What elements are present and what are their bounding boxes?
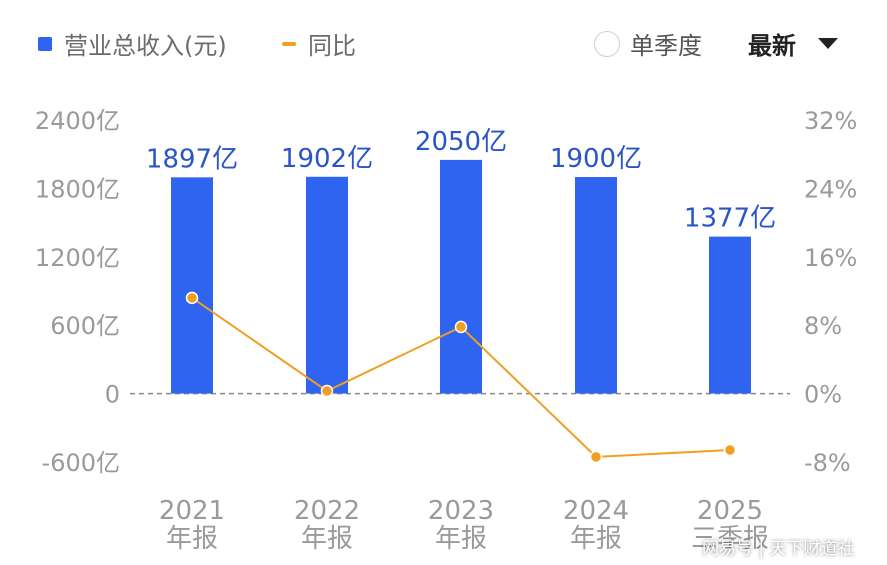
yoy-point xyxy=(589,450,603,464)
revenue-bar xyxy=(440,159,482,394)
y-right-tick-label: -8% xyxy=(804,449,851,477)
revenue-bar-label: 2050亿 xyxy=(415,127,507,157)
revenue-bar-label: 1902亿 xyxy=(281,144,373,174)
y-right-tick-label: 0% xyxy=(804,381,842,409)
chart-header: 营业总收入(元) 同比 单季度 最新 xyxy=(0,0,887,80)
y-right-tick-label: 32% xyxy=(804,107,857,135)
y-right-tick-label: 16% xyxy=(804,244,857,272)
x-category-label: 2022 xyxy=(294,496,360,526)
watermark: 网易号 | 天下财道社 xyxy=(702,539,855,559)
yoy-point xyxy=(723,443,737,457)
x-category-label: 年报 xyxy=(166,524,218,554)
yoy-point xyxy=(320,384,334,398)
single-quarter-toggle[interactable]: 单季度 xyxy=(594,26,702,61)
x-category-label: 2024 xyxy=(563,496,629,526)
legend-revenue[interactable]: 营业总收入(元) xyxy=(38,26,227,61)
revenue-bar xyxy=(171,177,213,394)
y-left-tick-label: 2400亿 xyxy=(35,107,120,135)
x-category-label: 年报 xyxy=(570,524,622,554)
y-left-tick-label: 600亿 xyxy=(50,312,120,340)
y-right-tick-label: 24% xyxy=(804,175,857,203)
y-right-tick-label: 8% xyxy=(804,312,842,340)
legend-yoy-label: 同比 xyxy=(308,32,356,60)
revenue-bar xyxy=(306,176,348,394)
x-category-label: 2025 xyxy=(697,496,763,526)
legend-revenue-swatch xyxy=(38,36,52,51)
legend-revenue-label: 营业总收入(元) xyxy=(64,32,227,60)
legend-yoy-swatch xyxy=(282,41,296,46)
x-category-label: 三季报 xyxy=(691,524,769,554)
y-left-tick-label: 0 xyxy=(105,381,120,409)
caret-down-icon xyxy=(818,38,838,49)
revenue-bar-label: 1897亿 xyxy=(146,144,238,174)
radio-icon[interactable] xyxy=(594,30,620,57)
revenue-bar-label: 1377亿 xyxy=(684,204,776,234)
revenue-bar-label: 1900亿 xyxy=(550,144,642,174)
y-left-tick-label: 1800亿 xyxy=(35,175,120,203)
x-category-label: 2021 xyxy=(159,496,225,526)
single-quarter-label: 单季度 xyxy=(630,32,702,60)
y-left-tick-label: -600亿 xyxy=(42,449,120,477)
x-category-label: 年报 xyxy=(301,524,353,554)
x-category-label: 2023 xyxy=(428,496,494,526)
legend-yoy[interactable]: 同比 xyxy=(282,26,356,61)
period-dropdown-label: 最新 xyxy=(748,32,796,60)
revenue-bar xyxy=(575,177,617,394)
yoy-point xyxy=(185,291,199,305)
revenue-bar xyxy=(709,236,751,394)
yoy-point xyxy=(454,320,468,334)
x-category-label: 年报 xyxy=(435,524,487,554)
y-left-tick-label: 1200亿 xyxy=(35,244,120,272)
period-dropdown[interactable]: 最新 xyxy=(748,26,838,61)
